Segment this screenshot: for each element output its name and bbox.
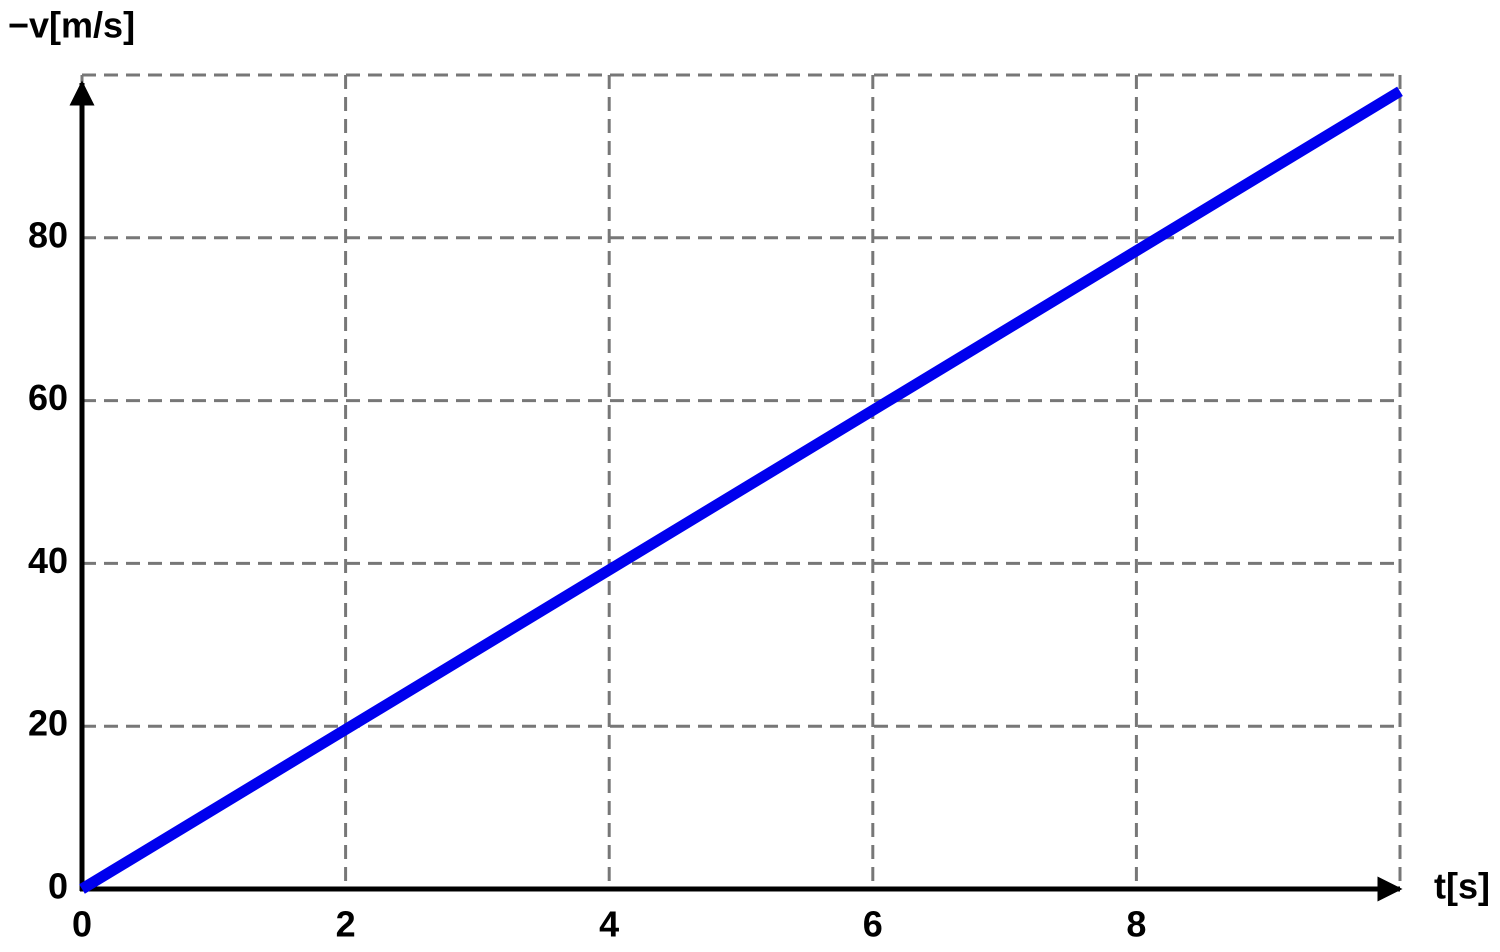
x-tick-label: 4 [599, 904, 619, 945]
x-tick-label: 2 [336, 904, 356, 945]
data-line [79, 86, 1403, 894]
x-axis-label: t[s] [1434, 866, 1490, 907]
x-tick-label: 8 [1126, 904, 1146, 945]
x-tick-label: 0 [72, 904, 92, 945]
y-tick-label: 40 [28, 540, 68, 581]
y-tick-label: 60 [28, 377, 68, 418]
y-axis-label: −v[m/s] [8, 5, 135, 46]
x-tick-label: 6 [863, 904, 883, 945]
y-tick-label: 0 [48, 866, 68, 907]
y-tick-label: 80 [28, 214, 68, 255]
y-tick-label: 20 [28, 703, 68, 744]
